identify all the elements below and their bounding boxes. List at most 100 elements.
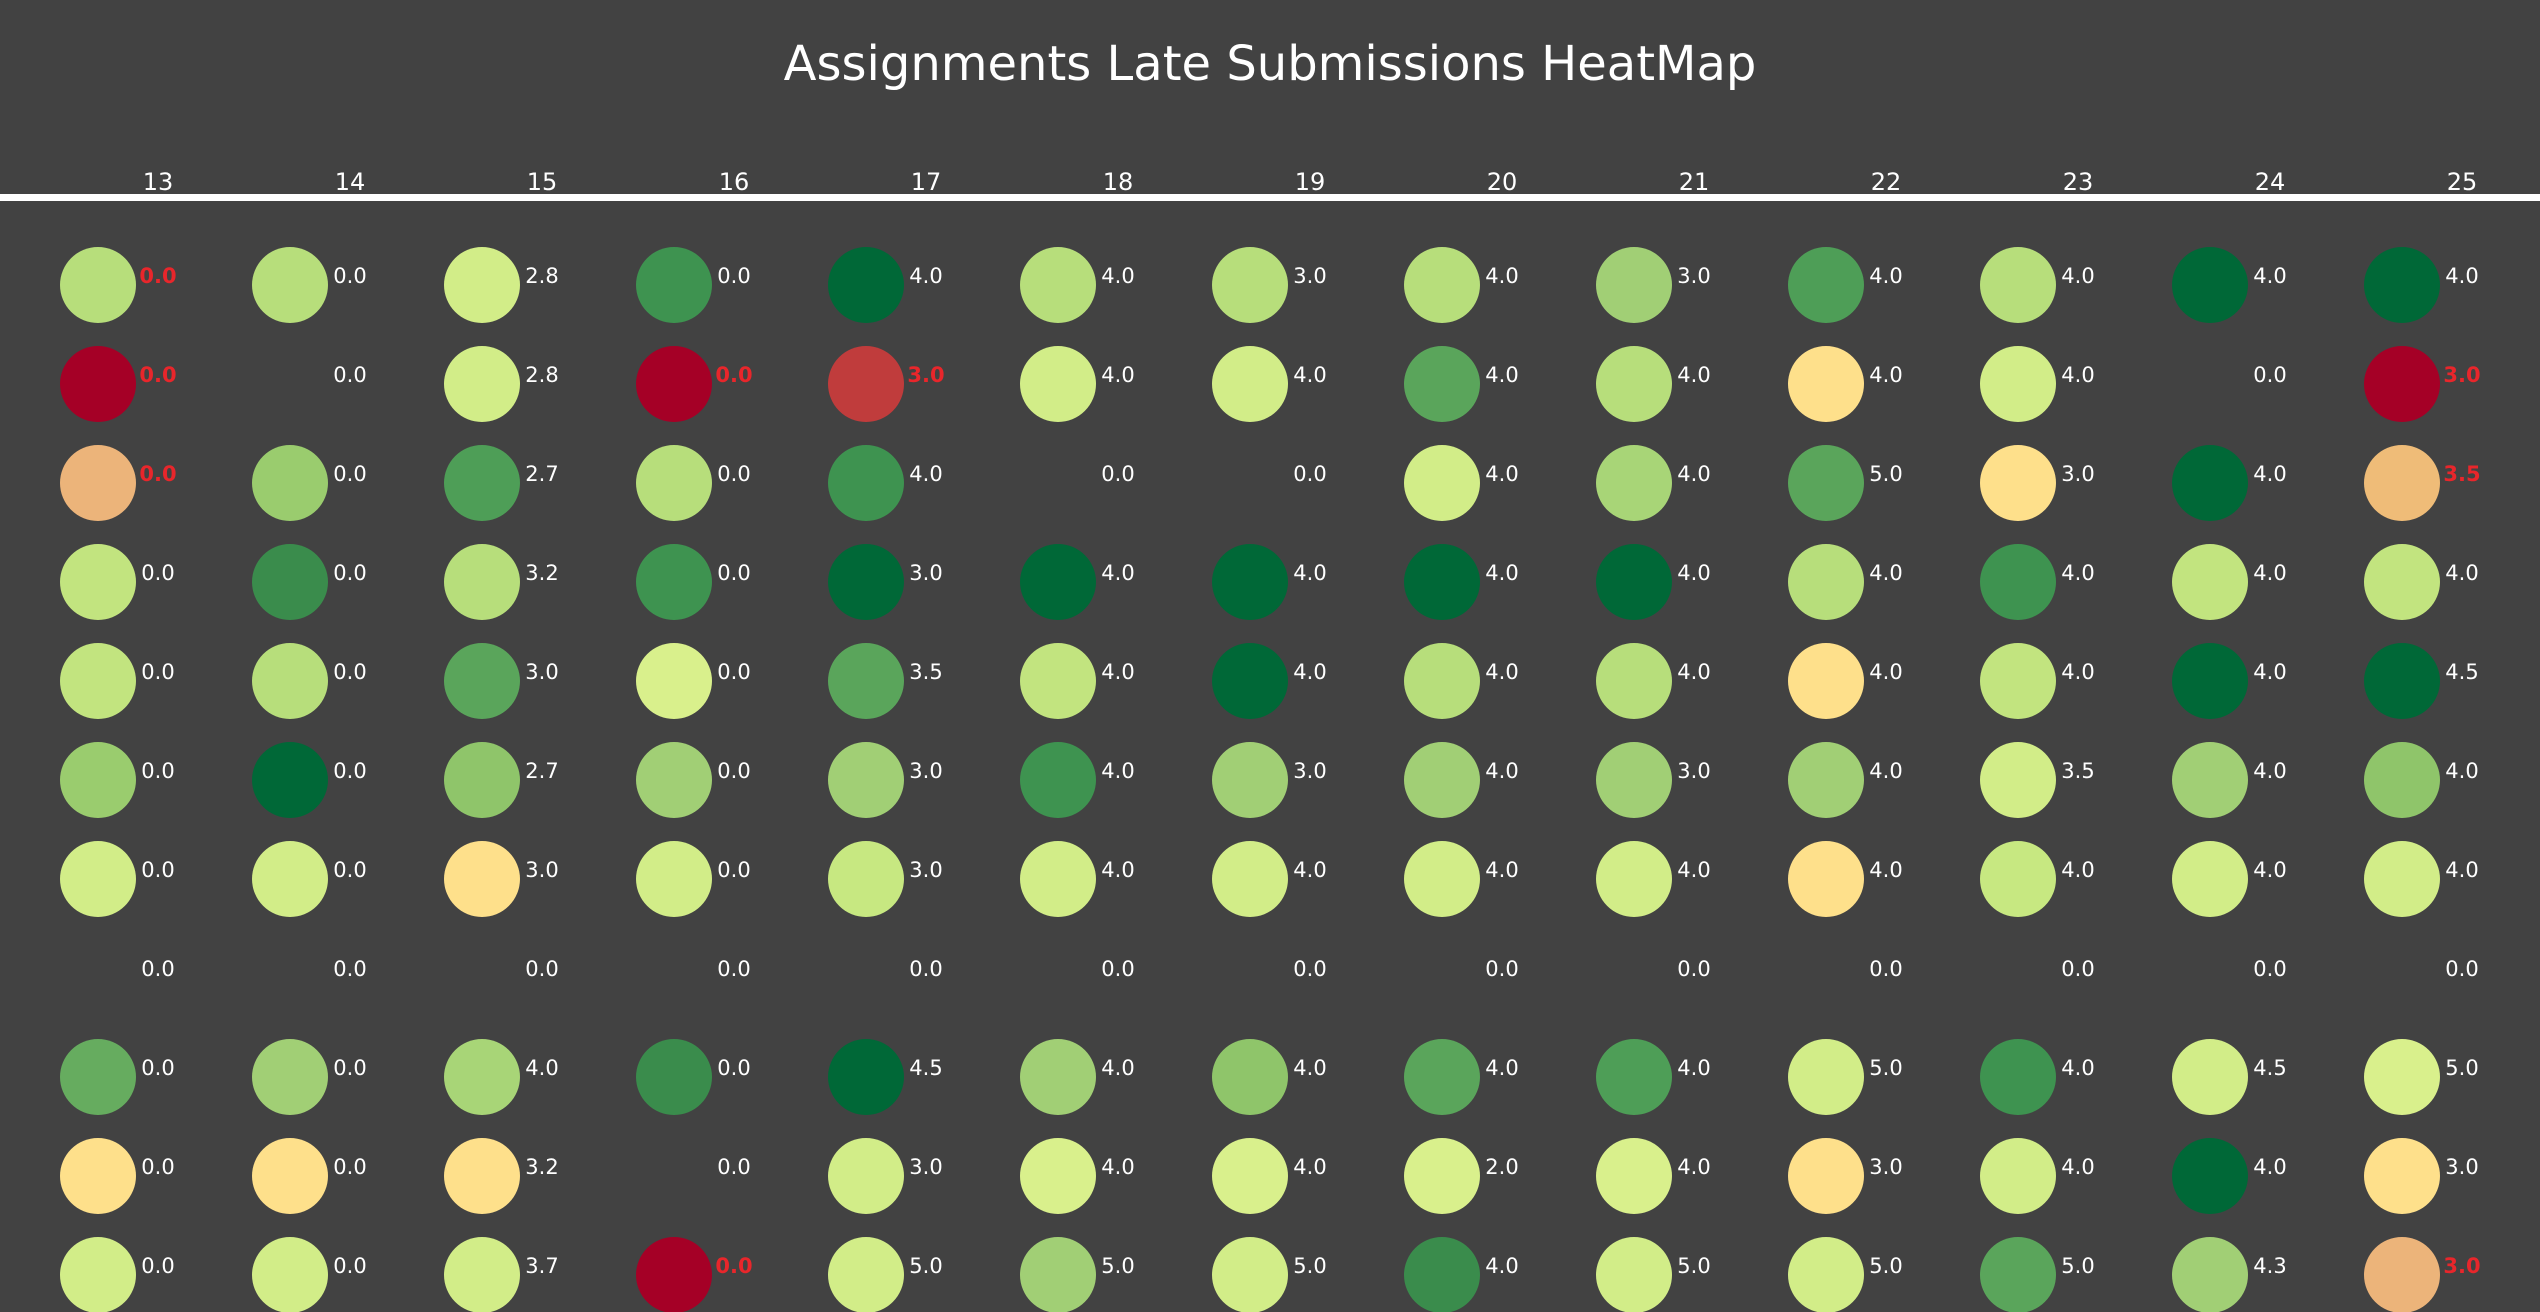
heatmap-cell[interactable] <box>636 346 712 422</box>
heatmap-cell[interactable] <box>252 445 328 521</box>
heatmap-cell[interactable] <box>1596 1138 1672 1214</box>
heatmap-cell[interactable] <box>444 1237 520 1312</box>
heatmap-cell[interactable] <box>2364 1237 2440 1312</box>
heatmap-cell[interactable] <box>1212 643 1288 719</box>
heatmap-cell[interactable] <box>2172 742 2248 818</box>
heatmap-cell[interactable] <box>1212 1138 1288 1214</box>
heatmap-cell[interactable] <box>1020 1138 1096 1214</box>
heatmap-cell[interactable] <box>444 346 520 422</box>
heatmap-cell[interactable] <box>1404 1237 1480 1312</box>
heatmap-cell[interactable] <box>1212 544 1288 620</box>
heatmap-cell[interactable] <box>1788 1039 1864 1115</box>
heatmap-cell[interactable] <box>828 742 904 818</box>
heatmap-cell[interactable] <box>1020 841 1096 917</box>
heatmap-cell[interactable] <box>2364 445 2440 521</box>
heatmap-cell[interactable] <box>1020 1237 1096 1312</box>
heatmap-cell[interactable] <box>1212 1039 1288 1115</box>
heatmap-cell[interactable] <box>2364 643 2440 719</box>
heatmap-cell[interactable] <box>1020 346 1096 422</box>
heatmap-cell[interactable] <box>636 841 712 917</box>
heatmap-cell[interactable] <box>2172 1237 2248 1312</box>
heatmap-cell[interactable] <box>444 1039 520 1115</box>
heatmap-cell[interactable] <box>2172 1138 2248 1214</box>
heatmap-cell[interactable] <box>2172 544 2248 620</box>
heatmap-cell[interactable] <box>1020 742 1096 818</box>
heatmap-cell[interactable] <box>1788 445 1864 521</box>
heatmap-cell[interactable] <box>2364 247 2440 323</box>
heatmap-cell[interactable] <box>60 445 136 521</box>
heatmap-cell[interactable] <box>1020 1039 1096 1115</box>
heatmap-cell[interactable] <box>2172 1039 2248 1115</box>
heatmap-cell[interactable] <box>1980 1138 2056 1214</box>
heatmap-cell[interactable] <box>60 1237 136 1312</box>
heatmap-cell[interactable] <box>1404 346 1480 422</box>
heatmap-cell[interactable] <box>1404 1039 1480 1115</box>
heatmap-cell[interactable] <box>1212 247 1288 323</box>
heatmap-cell[interactable] <box>252 1138 328 1214</box>
heatmap-cell[interactable] <box>2172 445 2248 521</box>
heatmap-cell[interactable] <box>1980 544 2056 620</box>
heatmap-cell[interactable] <box>2364 544 2440 620</box>
heatmap-cell[interactable] <box>1788 742 1864 818</box>
heatmap-cell[interactable] <box>828 1138 904 1214</box>
heatmap-cell[interactable] <box>1596 544 1672 620</box>
heatmap-cell[interactable] <box>1020 544 1096 620</box>
heatmap-cell[interactable] <box>1980 247 2056 323</box>
heatmap-cell[interactable] <box>444 742 520 818</box>
heatmap-cell[interactable] <box>1788 544 1864 620</box>
heatmap-cell[interactable] <box>1596 841 1672 917</box>
heatmap-cell[interactable] <box>1404 841 1480 917</box>
heatmap-cell[interactable] <box>2364 1138 2440 1214</box>
heatmap-cell[interactable] <box>1596 742 1672 818</box>
heatmap-cell[interactable] <box>1980 346 2056 422</box>
heatmap-cell[interactable] <box>60 1138 136 1214</box>
heatmap-cell[interactable] <box>636 247 712 323</box>
heatmap-cell[interactable] <box>1596 247 1672 323</box>
heatmap-cell[interactable] <box>252 247 328 323</box>
heatmap-cell[interactable] <box>636 1039 712 1115</box>
heatmap-cell[interactable] <box>60 346 136 422</box>
heatmap-cell[interactable] <box>2172 841 2248 917</box>
heatmap-cell[interactable] <box>1980 643 2056 719</box>
heatmap-cell[interactable] <box>1404 1138 1480 1214</box>
heatmap-cell[interactable] <box>636 643 712 719</box>
heatmap-cell[interactable] <box>828 1039 904 1115</box>
heatmap-cell[interactable] <box>2364 1039 2440 1115</box>
heatmap-cell[interactable] <box>2172 643 2248 719</box>
heatmap-cell[interactable] <box>60 841 136 917</box>
heatmap-cell[interactable] <box>444 1138 520 1214</box>
heatmap-cell[interactable] <box>252 1039 328 1115</box>
heatmap-cell[interactable] <box>1788 1237 1864 1312</box>
heatmap-cell[interactable] <box>2364 841 2440 917</box>
heatmap-cell[interactable] <box>60 544 136 620</box>
heatmap-cell[interactable] <box>2364 346 2440 422</box>
heatmap-cell[interactable] <box>1980 841 2056 917</box>
heatmap-cell[interactable] <box>828 346 904 422</box>
heatmap-cell[interactable] <box>2364 742 2440 818</box>
heatmap-cell[interactable] <box>252 643 328 719</box>
heatmap-cell[interactable] <box>60 247 136 323</box>
heatmap-cell[interactable] <box>444 643 520 719</box>
heatmap-cell[interactable] <box>1020 247 1096 323</box>
heatmap-cell[interactable] <box>1788 1138 1864 1214</box>
heatmap-cell[interactable] <box>1788 643 1864 719</box>
heatmap-cell[interactable] <box>1980 445 2056 521</box>
heatmap-cell[interactable] <box>1020 643 1096 719</box>
heatmap-cell[interactable] <box>1404 742 1480 818</box>
heatmap-cell[interactable] <box>1596 445 1672 521</box>
heatmap-cell[interactable] <box>444 544 520 620</box>
heatmap-cell[interactable] <box>1596 1237 1672 1312</box>
heatmap-cell[interactable] <box>60 1039 136 1115</box>
heatmap-cell[interactable] <box>2172 247 2248 323</box>
heatmap-cell[interactable] <box>1980 1237 2056 1312</box>
heatmap-cell[interactable] <box>828 643 904 719</box>
heatmap-cell[interactable] <box>636 544 712 620</box>
heatmap-cell[interactable] <box>828 247 904 323</box>
heatmap-cell[interactable] <box>60 643 136 719</box>
heatmap-cell[interactable] <box>636 742 712 818</box>
heatmap-cell[interactable] <box>828 841 904 917</box>
heatmap-cell[interactable] <box>1788 841 1864 917</box>
heatmap-cell[interactable] <box>444 445 520 521</box>
heatmap-cell[interactable] <box>1596 346 1672 422</box>
heatmap-cell[interactable] <box>1788 247 1864 323</box>
